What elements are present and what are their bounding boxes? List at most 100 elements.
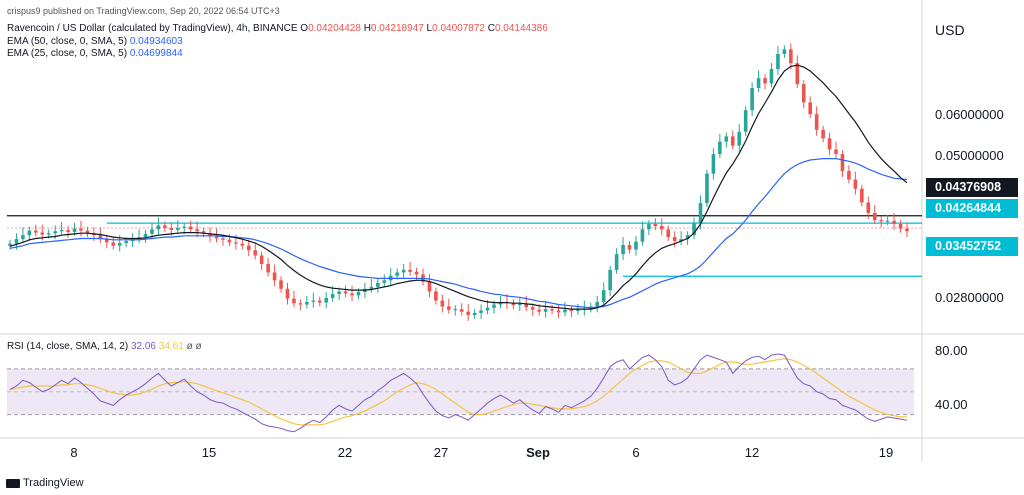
brand-footer[interactable]: TradingView: [6, 477, 84, 489]
candle-body: [750, 87, 754, 111]
ema25-legend[interactable]: EMA (25, close, 0, SMA, 5) 0.04699844: [7, 48, 183, 60]
candle-body: [776, 53, 780, 70]
candle-body: [679, 239, 683, 242]
candle-body: [266, 263, 270, 273]
x-tick-sep: Sep: [526, 445, 550, 460]
brand-label: TradingView: [23, 477, 84, 489]
candle-body: [705, 173, 709, 204]
candle-body: [427, 281, 432, 292]
ema25-value: 0.04699844: [129, 48, 183, 59]
currency-label: USD: [935, 22, 965, 38]
candle-body: [124, 241, 128, 244]
candle-body: [576, 309, 580, 312]
rsi-legend[interactable]: RSI (14, close, SMA, 14, 2) 32.06 34.61 …: [7, 341, 202, 353]
candle-body: [569, 309, 574, 312]
symbol-line: Ravencoin / US Dollar (calculated by Tra…: [7, 23, 548, 35]
candle-body: [440, 300, 445, 307]
candle-body: [143, 233, 148, 238]
candle-body: [343, 291, 348, 294]
candle-body: [860, 188, 864, 203]
candle-body: [66, 229, 70, 232]
candle-body: [246, 245, 251, 251]
candle-body: [324, 297, 329, 303]
rsi-line: [9, 353, 908, 433]
candle-body: [395, 272, 399, 276]
candle-body: [208, 233, 212, 237]
candle-body: [530, 307, 535, 310]
candle-body: [743, 110, 748, 132]
ohlc-high: 0.04218947: [370, 23, 424, 34]
candle-body: [634, 241, 638, 250]
ohlc-o-label: O: [300, 23, 309, 34]
ema50-value: 0.04934603: [129, 36, 183, 47]
candle-body: [608, 269, 612, 291]
candle-body: [59, 229, 64, 232]
candle-body: [763, 78, 767, 84]
price-label-current: 0.04264844: [926, 199, 1018, 218]
candle-body: [672, 237, 677, 242]
candle-body: [305, 301, 309, 305]
x-tick-27: 27: [433, 445, 449, 460]
candle-body: [550, 309, 554, 311]
candle-body: [414, 271, 419, 275]
candle-body: [853, 179, 858, 189]
tradingview-logo-icon: [6, 478, 20, 488]
candle-body: [872, 212, 877, 221]
symbol-title: Ravencoin / US Dollar (calculated by Tra…: [7, 23, 298, 34]
candle-body: [227, 239, 232, 243]
candle-body: [317, 300, 322, 303]
candle-body: [614, 254, 619, 270]
candle-body: [434, 291, 438, 301]
candle-body: [737, 131, 742, 146]
candle-body: [40, 232, 45, 235]
candle-body: [14, 239, 19, 244]
candle-body: [272, 272, 277, 281]
candle-body: [369, 286, 374, 289]
candle-body: [795, 63, 800, 85]
candle-body: [627, 244, 632, 250]
candle-body: [382, 280, 387, 283]
candle-body: [601, 290, 606, 302]
candle-body: [498, 301, 503, 305]
rsi-tick-80: 80.00: [935, 343, 968, 358]
candle-body: [801, 84, 806, 103]
candle-body: [234, 242, 238, 244]
candle-body: [337, 291, 341, 295]
candle-body: [221, 238, 225, 240]
publisher-line: crispus9 published on TradingView.com, S…: [7, 6, 280, 16]
x-tick-6: 6: [632, 445, 640, 460]
candle-body: [666, 229, 671, 238]
candle-body: [621, 244, 625, 255]
candle-body: [27, 230, 32, 236]
candle-body: [537, 309, 541, 312]
candle-body: [659, 226, 664, 230]
candle-body: [376, 282, 380, 287]
rsi-sma-line: [9, 357, 907, 426]
x-tick-12: 12: [744, 445, 760, 460]
candle-body: [259, 255, 264, 264]
ema50-label: EMA (50, close, 0, SMA, 5): [7, 36, 128, 47]
ema25-label: EMA (25, close, 0, SMA, 5): [7, 48, 128, 59]
candle-body: [182, 226, 187, 228]
candle-body: [240, 243, 245, 246]
rsi-label: RSI (14, close, SMA, 14, 2): [7, 341, 129, 352]
price-tick-1: 0.05000000: [935, 148, 1004, 163]
candle-body: [698, 203, 703, 224]
candle-body: [214, 236, 219, 239]
ema50-legend[interactable]: EMA (50, close, 0, SMA, 5) 0.04934603: [7, 36, 183, 48]
candle-body: [756, 78, 761, 88]
candle-body: [821, 129, 825, 139]
ohlc-h-label: H: [363, 23, 371, 34]
rsi-value: 32.06: [130, 341, 156, 352]
candle-body: [156, 225, 161, 230]
candle-body: [834, 149, 838, 155]
candle-body: [511, 303, 516, 306]
candle-body: [79, 228, 83, 231]
candle-body: [556, 310, 561, 313]
ema25-line: [9, 64, 908, 310]
candle-body: [459, 309, 464, 312]
candle-body: [34, 230, 38, 233]
candle-body: [98, 235, 103, 240]
candle-body: [105, 239, 109, 243]
